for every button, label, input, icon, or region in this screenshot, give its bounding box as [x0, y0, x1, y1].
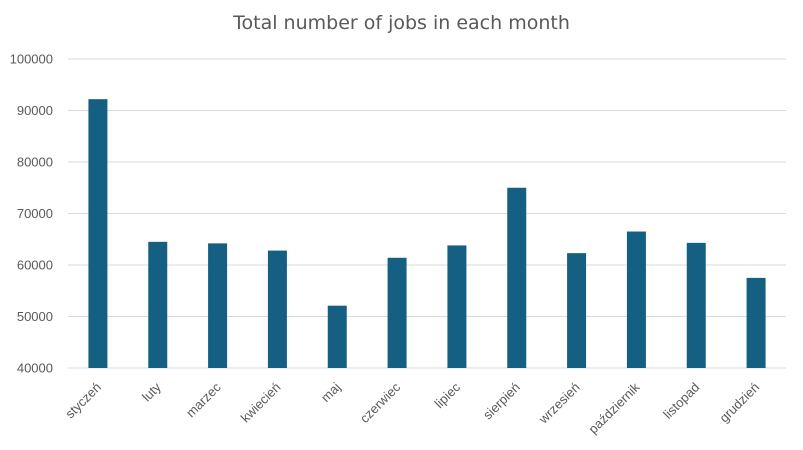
x-tick-label: styczeń [62, 380, 104, 422]
bar-8 [567, 253, 587, 368]
x-tick-label: listopad [660, 380, 702, 422]
x-tick-label: kwiecień [238, 380, 284, 426]
x-tick-label: wrzesień [535, 380, 583, 428]
bar-3 [267, 250, 287, 368]
x-tick-label: październik [585, 379, 642, 436]
bar-7 [507, 187, 527, 368]
chart-title: Total number of jobs in each month [233, 12, 570, 34]
x-tick-label: lipiec [431, 379, 463, 411]
x-tick-label: marzec [183, 379, 224, 420]
x-tick-label: czerwiec [357, 379, 404, 426]
bar-1 [148, 241, 168, 368]
bar-5 [387, 257, 407, 368]
bar-2 [208, 243, 228, 368]
y-tick-label: 90000 [17, 103, 53, 118]
y-tick-label: 60000 [17, 258, 53, 273]
bar-4 [327, 305, 347, 368]
x-tick-label: grudzień [716, 380, 762, 426]
bar-0 [88, 99, 108, 369]
y-tick-label: 100000 [10, 52, 53, 67]
bar-11 [746, 277, 766, 368]
x-tick-label: sierpień [480, 380, 523, 423]
bar-6 [447, 245, 467, 368]
y-tick-label: 70000 [17, 206, 53, 221]
y-tick-label: 80000 [17, 155, 53, 170]
x-tick-label: luty [139, 379, 164, 404]
y-tick-label: 50000 [17, 309, 53, 324]
x-tick-label: maj [318, 379, 343, 404]
bar-10 [686, 242, 706, 368]
bar-9 [626, 231, 646, 368]
y-tick-label: 40000 [17, 361, 53, 376]
